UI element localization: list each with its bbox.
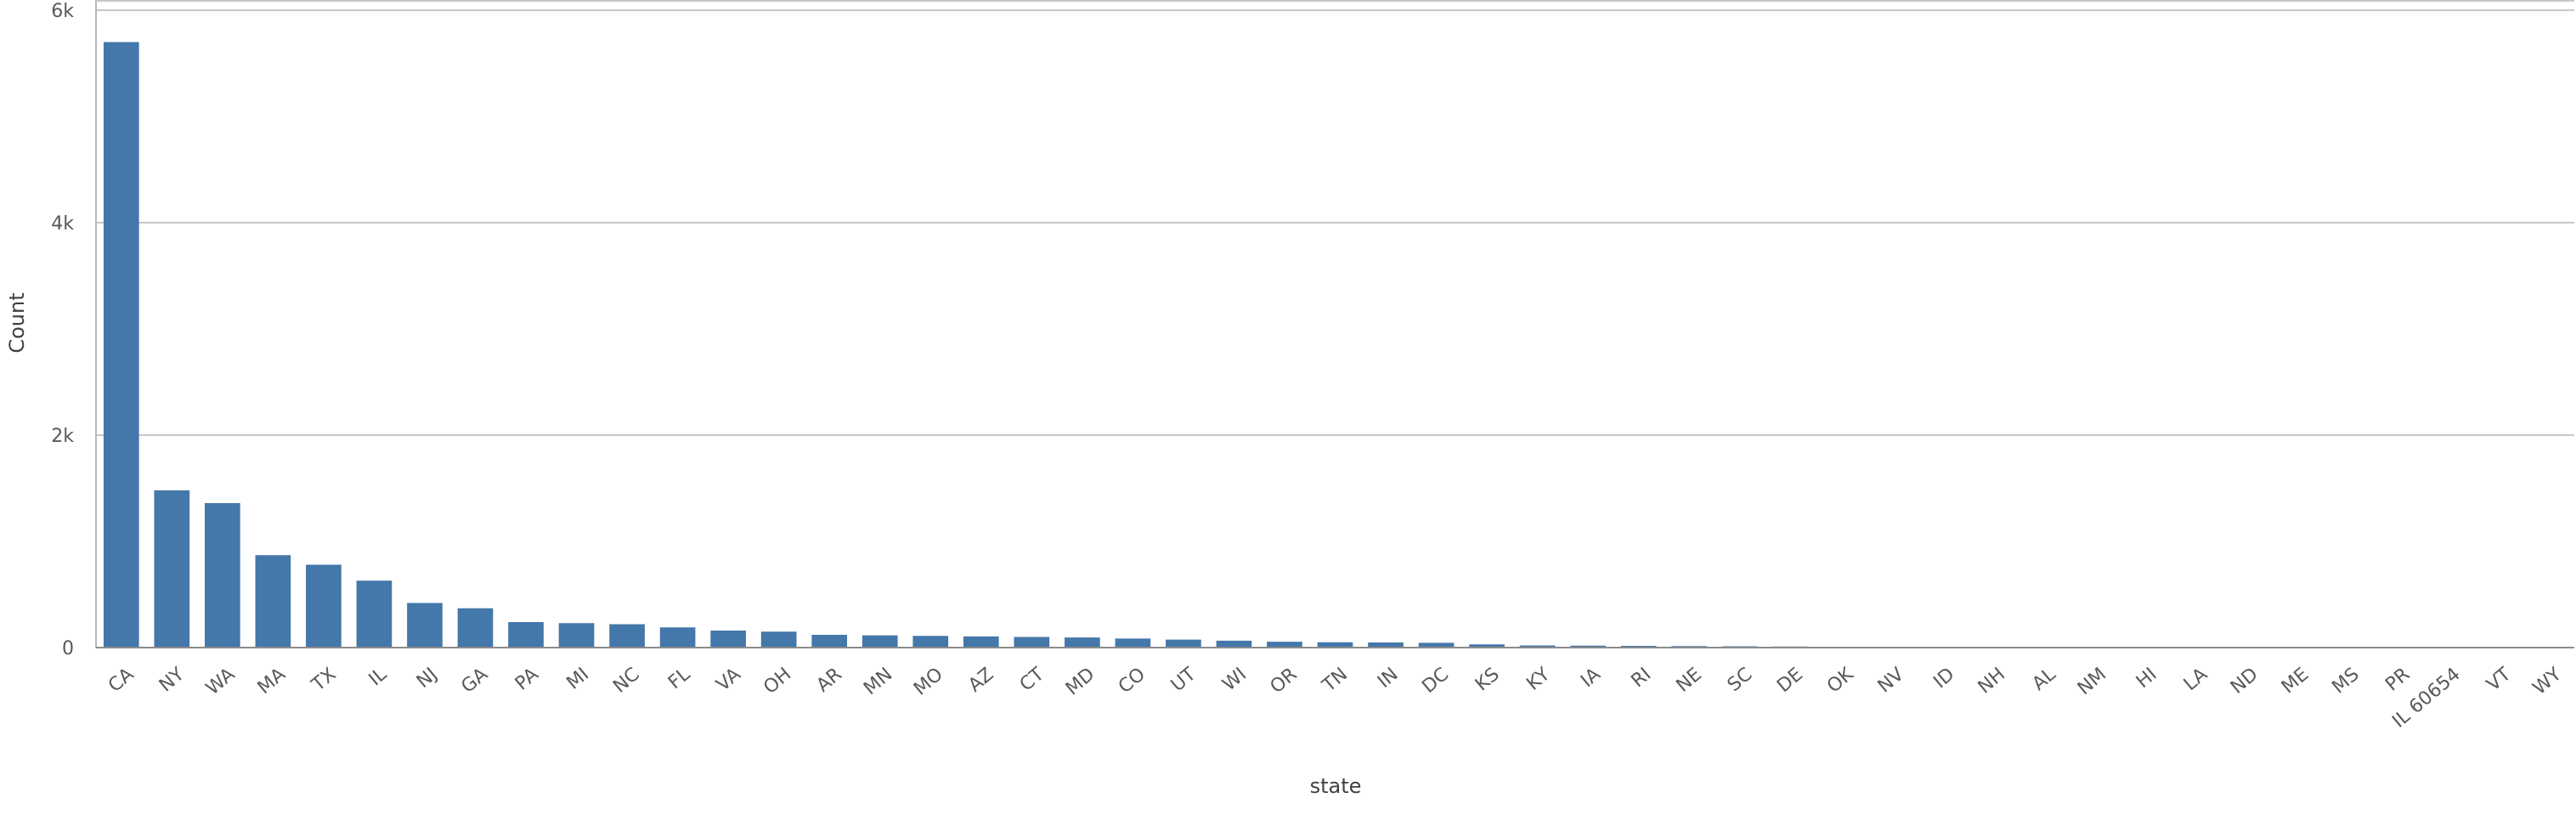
bar-ar[interactable] [811, 635, 847, 648]
x-tick-label: NH [1974, 664, 2009, 698]
bar-va[interactable] [710, 631, 746, 648]
bar-or[interactable] [1267, 642, 1302, 648]
axes [96, 0, 2574, 648]
bar-ga[interactable] [458, 608, 494, 648]
x-tick-label: SC [1724, 664, 1757, 696]
bar-nc[interactable] [609, 625, 645, 648]
bar-md[interactable] [1065, 637, 1100, 648]
x-tick-label: UT [1167, 664, 1200, 697]
x-tick-label: AZ [964, 664, 997, 697]
bar-ca[interactable] [104, 42, 139, 648]
bar-pa[interactable] [508, 622, 544, 648]
x-tick-label: KS [1472, 664, 1504, 695]
y-tick-label: 2k [51, 426, 74, 447]
x-tick-label: ID [1929, 664, 1958, 693]
y-tick-label: 6k [51, 1, 74, 22]
x-tick-label: IA [1577, 664, 1605, 692]
x-tick-label: AL [2029, 664, 2061, 695]
x-tick-label: NC [609, 664, 643, 698]
x-tick-label: MA [254, 664, 290, 699]
x-tick-label: OK [1823, 664, 1858, 698]
x-tick-label: NV [1874, 664, 1908, 697]
bar-oh[interactable] [761, 631, 797, 648]
x-tick-label: DE [1773, 664, 1807, 697]
x-tick-label: NY [155, 664, 189, 697]
x-tick-label: LA [2180, 664, 2212, 695]
x-tick-label: ND [2227, 664, 2262, 699]
bar-co[interactable] [1116, 638, 1151, 648]
bar-mo[interactable] [912, 636, 948, 648]
x-tick-label: CT [1016, 664, 1049, 696]
bars [104, 42, 2567, 648]
bar-wi[interactable] [1217, 641, 1252, 648]
bar-ct[interactable] [1014, 637, 1049, 648]
bar-az[interactable] [963, 637, 999, 648]
x-tick-label: NM [2074, 664, 2110, 699]
x-tick-label: PR [2381, 664, 2414, 696]
x-tick-label: IN [1374, 664, 1403, 693]
bar-mn[interactable] [862, 636, 898, 648]
x-tick-label: NE [1673, 664, 1706, 697]
x-tick-label: MD [1062, 664, 1099, 699]
bar-mi[interactable] [559, 623, 595, 648]
x-tick-label: KY [1522, 664, 1554, 695]
x-tick-label: WY [2529, 664, 2566, 699]
gridlines [96, 10, 2574, 435]
x-tick-label: CA [105, 664, 138, 697]
x-tick-label: NJ [413, 664, 442, 693]
x-tick-labels: CA NY WA MA TX IL NJ GA PA MI NC FL VA OH AR MN MO AZ CT MD… [105, 664, 2566, 733]
x-tick-label: IL [365, 664, 392, 691]
x-tick-label: WA [202, 664, 239, 699]
x-tick-label: OH [760, 664, 795, 699]
y-tick-label: 4k [51, 213, 74, 235]
x-tick-label: MS [2328, 664, 2363, 698]
x-tick-label: RI [1628, 664, 1656, 692]
x-tick-label: VT [2483, 664, 2515, 696]
x-tick-label: HI [2133, 664, 2161, 693]
y-axis-title: Count [5, 292, 29, 353]
y-tick-label: 0 [62, 638, 74, 659]
x-tick-label: DC [1418, 664, 1453, 698]
x-axis-title: state [1310, 774, 1362, 798]
bar-il[interactable] [357, 580, 393, 648]
bar-tx[interactable] [306, 565, 342, 648]
x-tick-label: MN [860, 664, 896, 699]
bar-ma[interactable] [256, 555, 291, 648]
x-tick-label: MO [910, 664, 947, 699]
x-tick-label: CO [1115, 664, 1150, 698]
x-tick-label: PA [511, 664, 543, 694]
x-tick-label: MI [563, 664, 594, 694]
x-tick-label: ME [2278, 664, 2313, 698]
x-tick-label: GA [457, 664, 492, 698]
x-tick-label: AR [813, 664, 846, 697]
bar-nj[interactable] [407, 603, 443, 648]
bar-wa[interactable] [205, 503, 240, 648]
y-tick-labels: 0 2k 4k 6k [51, 1, 74, 659]
x-tick-label: TN [1318, 664, 1352, 697]
x-tick-label: TX [308, 664, 341, 696]
x-tick-label: OR [1267, 664, 1302, 698]
x-tick-label: WI [1218, 664, 1251, 695]
x-tick-label: VA [713, 664, 745, 696]
bar-fl[interactable] [660, 627, 696, 648]
bar-ny[interactable] [154, 490, 189, 648]
bar-ut[interactable] [1166, 640, 1201, 648]
x-tick-label: FL [664, 664, 695, 694]
